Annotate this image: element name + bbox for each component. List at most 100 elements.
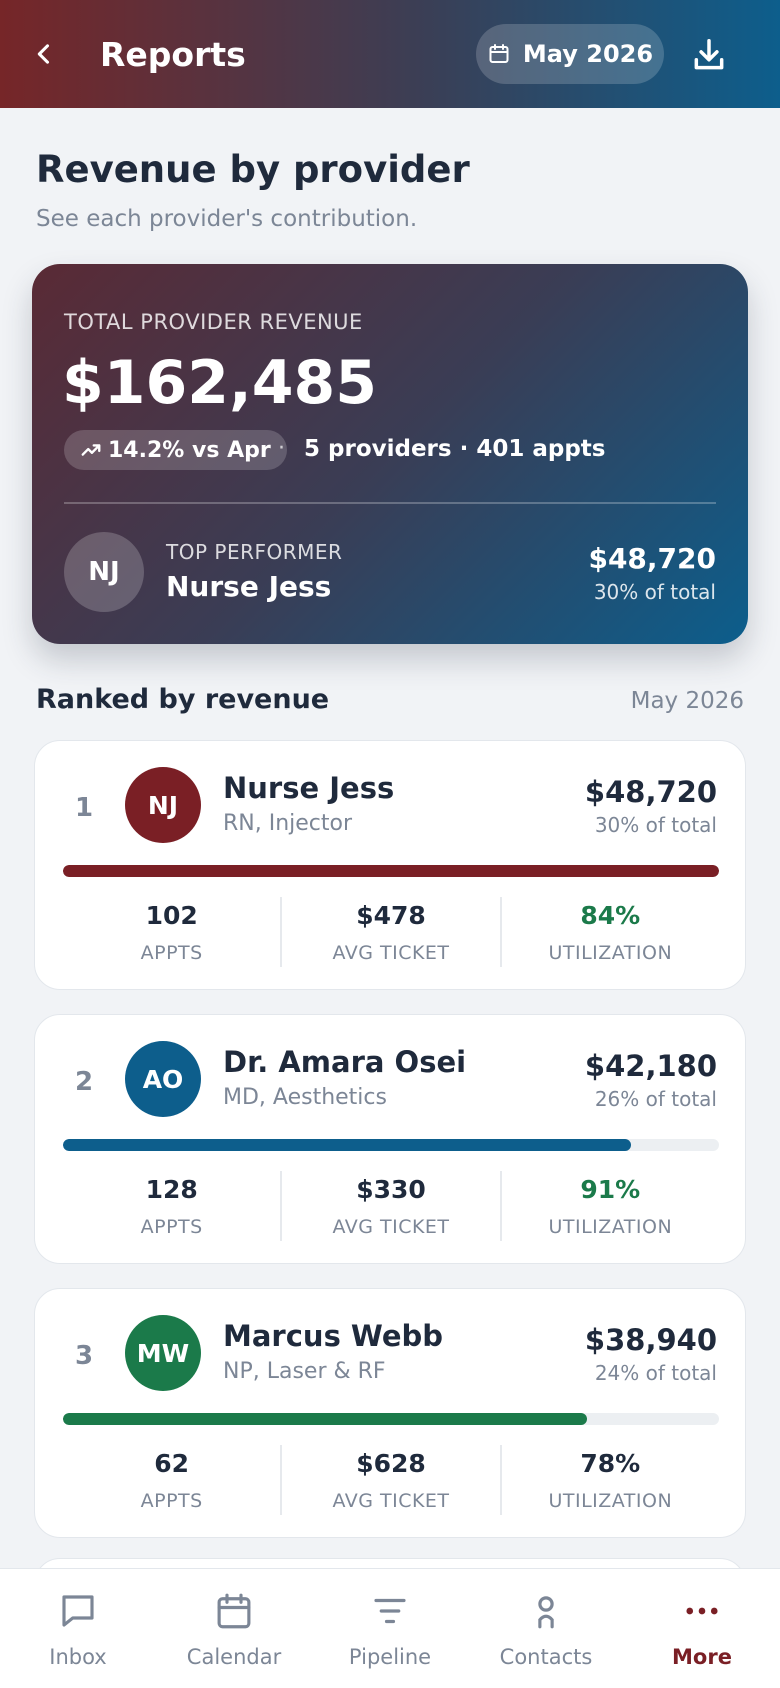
stat-appts: 62 APPTS bbox=[63, 1445, 280, 1515]
nav-label: Calendar bbox=[186, 1645, 282, 1669]
provider-role: NP, Laser & RF bbox=[223, 1359, 386, 1384]
meta-separator: · bbox=[278, 436, 285, 461]
nav-pipeline[interactable]: Pipeline bbox=[312, 1569, 468, 1688]
bottom-nav: Inbox Calendar Pipeline Contacts More bbox=[0, 1568, 780, 1688]
chat-icon bbox=[62, 1595, 94, 1627]
top-performer-amount: $48,720 bbox=[588, 542, 716, 575]
provider-share: 24% of total bbox=[594, 1361, 717, 1385]
header-title: Reports bbox=[100, 34, 246, 74]
stat-appts: 128 APPTS bbox=[63, 1171, 280, 1241]
stat-value: $330 bbox=[356, 1175, 426, 1204]
stat-avg-ticket: $478 AVG TICKET bbox=[280, 897, 499, 967]
download-button[interactable] bbox=[686, 32, 732, 78]
stat-value: $478 bbox=[356, 901, 426, 930]
avatar: MW bbox=[125, 1315, 201, 1391]
revenue-summary-card: TOTAL PROVIDER REVENUE $162,485 14.2% vs… bbox=[32, 264, 748, 644]
stat-label: AVG TICKET bbox=[332, 942, 450, 964]
stat-utilization: 84% UTILIZATION bbox=[499, 897, 719, 967]
provider-rank: 1 bbox=[75, 793, 94, 823]
nav-calendar[interactable]: Calendar bbox=[156, 1569, 312, 1688]
stat-utilization: 78% UTILIZATION bbox=[499, 1445, 719, 1515]
revenue-bar-fill bbox=[63, 865, 719, 877]
revenue-bar bbox=[63, 1413, 719, 1425]
stat-label: APPTS bbox=[140, 1490, 203, 1512]
provider-revenue: $38,940 bbox=[584, 1323, 717, 1357]
trend-badge: 14.2% vs Apr bbox=[64, 430, 287, 470]
summary-meta: 5 providers · 401 appts bbox=[304, 436, 606, 462]
calendar-icon bbox=[217, 1593, 251, 1629]
period-selector[interactable]: May 2026 bbox=[476, 24, 664, 84]
stat-value: 78% bbox=[580, 1449, 641, 1478]
app-header: Reports bbox=[0, 0, 780, 108]
summary-label: TOTAL PROVIDER REVENUE bbox=[64, 310, 363, 334]
period-label: May 2026 bbox=[522, 40, 654, 68]
stat-value: 62 bbox=[154, 1449, 190, 1478]
trend-text: 14.2% vs Apr bbox=[108, 437, 271, 463]
stat-label: UTILIZATION bbox=[548, 1216, 673, 1238]
more-dots-icon bbox=[686, 1607, 718, 1615]
stat-value: 84% bbox=[580, 901, 641, 930]
nav-label: Inbox bbox=[49, 1645, 107, 1669]
provider-name: Dr. Amara Osei bbox=[223, 1045, 467, 1079]
page-subtitle: See each provider's contribution. bbox=[36, 206, 418, 232]
provider-card[interactable]: 1 NJ Nurse Jess RN, Injector $48,720 30%… bbox=[34, 740, 746, 990]
provider-role: RN, Injector bbox=[223, 811, 353, 836]
trending-up-icon bbox=[81, 444, 101, 456]
provider-card[interactable]: 3 MW Marcus Webb NP, Laser & RF $38,940 … bbox=[34, 1288, 746, 1538]
stat-label: AVG TICKET bbox=[332, 1490, 450, 1512]
page-title: Revenue by provider bbox=[36, 148, 470, 191]
provider-stats: 62 APPTS $628 AVG TICKET 78% UTILIZATION bbox=[63, 1445, 719, 1515]
stat-value: 102 bbox=[145, 901, 198, 930]
stat-value: 128 bbox=[145, 1175, 198, 1204]
section-title: Ranked by revenue bbox=[36, 684, 330, 715]
avatar: NJ bbox=[125, 767, 201, 843]
provider-revenue: $48,720 bbox=[584, 775, 717, 809]
nav-label: Contacts bbox=[499, 1645, 593, 1669]
provider-name: Marcus Webb bbox=[223, 1319, 444, 1353]
nav-label: Pipeline bbox=[348, 1645, 432, 1669]
top-performer-label: TOP PERFORMER bbox=[166, 540, 343, 564]
revenue-bar bbox=[63, 865, 719, 877]
nav-label: More bbox=[672, 1645, 732, 1669]
top-performer-name: Nurse Jess bbox=[166, 570, 332, 603]
top-performer-share: 30% of total bbox=[593, 580, 716, 604]
provider-rank: 3 bbox=[75, 1341, 94, 1371]
stat-value: $628 bbox=[356, 1449, 426, 1478]
provider-role: MD, Aesthetics bbox=[223, 1085, 387, 1110]
section-period: May 2026 bbox=[630, 688, 744, 714]
revenue-bar bbox=[63, 1139, 719, 1151]
provider-stats: 128 APPTS $330 AVG TICKET 91% UTILIZATION bbox=[63, 1171, 719, 1241]
nav-inbox[interactable]: Inbox bbox=[0, 1569, 156, 1688]
calendar-icon bbox=[489, 44, 509, 63]
revenue-bar-fill bbox=[63, 1413, 588, 1425]
provider-share: 30% of total bbox=[594, 813, 717, 837]
provider-name: Nurse Jess bbox=[223, 771, 395, 805]
stat-label: AVG TICKET bbox=[332, 1216, 450, 1238]
stat-avg-ticket: $330 AVG TICKET bbox=[280, 1171, 499, 1241]
filter-icon bbox=[374, 1598, 406, 1624]
total-revenue: $162,485 bbox=[62, 348, 378, 418]
stat-utilization: 91% UTILIZATION bbox=[499, 1171, 719, 1241]
back-button[interactable] bbox=[24, 34, 64, 74]
provider-card[interactable]: 2 AO Dr. Amara Osei MD, Aesthetics $42,1… bbox=[34, 1014, 746, 1264]
revenue-bar-fill bbox=[63, 1139, 632, 1151]
provider-rank: 2 bbox=[75, 1067, 94, 1097]
person-icon bbox=[538, 1596, 554, 1629]
nav-more[interactable]: More bbox=[624, 1569, 780, 1688]
stat-label: APPTS bbox=[140, 942, 203, 964]
provider-stats: 102 APPTS $478 AVG TICKET 84% UTILIZATION bbox=[63, 897, 719, 967]
chevron-left-icon bbox=[37, 44, 50, 64]
provider-revenue: $42,180 bbox=[584, 1049, 717, 1083]
stat-avg-ticket: $628 AVG TICKET bbox=[280, 1445, 499, 1515]
avatar: AO bbox=[125, 1041, 201, 1117]
stat-appts: 102 APPTS bbox=[63, 897, 280, 967]
provider-share: 26% of total bbox=[594, 1087, 717, 1111]
stat-label: UTILIZATION bbox=[548, 1490, 673, 1512]
nav-contacts[interactable]: Contacts bbox=[468, 1569, 624, 1688]
download-icon bbox=[694, 39, 724, 70]
stat-label: UTILIZATION bbox=[548, 942, 673, 964]
stat-value: 91% bbox=[580, 1175, 641, 1204]
divider bbox=[64, 502, 716, 504]
avatar: NJ bbox=[64, 532, 144, 612]
stat-label: APPTS bbox=[140, 1216, 203, 1238]
